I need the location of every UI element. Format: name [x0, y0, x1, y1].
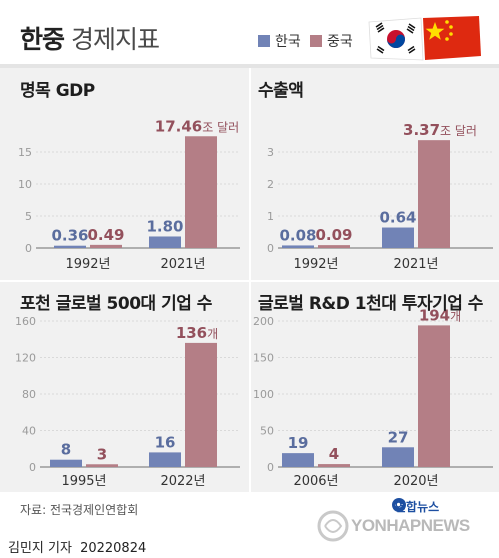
- bar-china: [90, 244, 122, 248]
- data-label-unit: 조 달러: [202, 120, 239, 134]
- y-tick-label: 3: [267, 146, 274, 159]
- data-label: 136개: [176, 324, 218, 342]
- chart-panel-gdp: 0 5 10 15 0.36 0.49 1992년 1.80 17.46조 달러 2021년 명목…: [0, 68, 249, 281]
- y-tick-label: 50: [260, 425, 274, 438]
- data-label: 0.36: [51, 227, 88, 245]
- x-tick-label: 2021년: [393, 257, 438, 272]
- data-label: 3.37조 달러: [403, 121, 477, 139]
- title-bold: 한중: [20, 25, 65, 54]
- y-tick-label: 0: [29, 461, 36, 474]
- bar-korea: [149, 452, 181, 467]
- bar-china: [418, 140, 450, 248]
- legend-label-china: 중국: [327, 34, 353, 50]
- chart-title-rnd: 글로벌 R&D 1천대 투자기업 수: [258, 294, 483, 314]
- page-title: 한중 경제지표: [20, 20, 160, 56]
- data-label: 19: [288, 434, 309, 452]
- bar-china: [185, 136, 217, 248]
- china-flag-icon: [423, 16, 481, 60]
- korea-flag-icon: [368, 17, 424, 61]
- chart-title-fortune500: 포천 글로벌 500대 기업 수: [20, 294, 212, 314]
- data-label: 1.80: [146, 217, 183, 235]
- bar-korea: [382, 447, 414, 467]
- data-label: 8: [61, 441, 71, 459]
- bar-korea: [282, 453, 314, 467]
- header: 한중 경제지표 한국 중국: [0, 0, 499, 68]
- chart-panel-fortune500: 0 40 80 120 160 8 3 1995년 16 136개 2022년 포천 글로벌 500…: [0, 281, 249, 492]
- y-tick-label: 0: [267, 461, 274, 474]
- data-label: 3: [97, 445, 107, 463]
- bar-china: [418, 325, 450, 467]
- data-label: 0.49: [87, 226, 124, 244]
- data-label-unit: 개: [207, 327, 218, 341]
- bar-china: [185, 342, 217, 467]
- bar-korea: [54, 245, 86, 248]
- yonhap-logo-icon: [317, 498, 406, 542]
- bar-china: [318, 464, 350, 467]
- logo-wordmark-text: YONHAPNEWS: [351, 516, 470, 535]
- chart-panel-exports: 0 1 2 3 0.08 0.09 1992년 0.64 3.37조 달러 2021년 수출액: [250, 68, 499, 281]
- x-tick-label: 1992년: [293, 257, 338, 272]
- data-label: 27: [388, 428, 409, 446]
- x-tick-label: 2022년: [160, 474, 205, 489]
- y-tick-label: 200: [253, 315, 274, 328]
- bar-korea: [50, 459, 82, 467]
- data-label-unit: 조 달러: [440, 124, 477, 138]
- bar-china: [86, 464, 118, 467]
- y-tick-label: 0: [25, 242, 32, 255]
- y-tick-label: 2: [267, 178, 274, 191]
- legend-item-china: 중국: [310, 31, 353, 51]
- bar-china: [318, 245, 350, 248]
- author-name: 김민지 기자: [8, 541, 72, 556]
- chart-title-gdp: 명목 GDP: [20, 81, 95, 101]
- chart-exports: 0 1 2 3 0.080.09 1992년 0.64 3.37조 달러 2021년: [267, 121, 493, 272]
- panel-divider-horizontal: [0, 280, 499, 282]
- y-tick-label: 100: [253, 388, 274, 401]
- x-tick-label: 1992년: [65, 257, 110, 272]
- x-tick-label: 2020년: [393, 474, 438, 489]
- legend-swatch-korea: [258, 35, 270, 47]
- x-tick-label: 1995년: [61, 474, 106, 489]
- bar-korea: [149, 236, 181, 248]
- bar-korea: [382, 227, 414, 248]
- data-label-unit: 개: [450, 309, 461, 323]
- y-tick-label: 0: [267, 242, 274, 255]
- data-label: 194개: [419, 306, 461, 324]
- data-label: 17.46조 달러: [155, 117, 239, 135]
- flags-image: [368, 16, 481, 61]
- y-tick-label: 150: [253, 352, 274, 365]
- y-tick-label: 1: [267, 210, 274, 223]
- chart-rnd: 0 50 100 150 200 19 4 2006년 27 194개 2020년: [253, 306, 493, 489]
- y-tick-label: 80: [22, 388, 36, 401]
- title-light: 경제지표: [70, 25, 160, 54]
- logo-brand-text: 연합뉴스: [395, 500, 440, 514]
- chart-title-exports: 수출액: [258, 81, 304, 101]
- data-label: 0.08: [279, 226, 316, 244]
- y-tick-label: 15: [18, 146, 32, 159]
- legend-item-korea: 한국: [258, 31, 301, 51]
- chart-fortune500: 0 40 80 120 160 8 3 1995년 16 136개 2022년: [15, 315, 240, 489]
- x-tick-label: 2021년: [160, 257, 205, 272]
- publish-date: 20220824: [80, 541, 147, 556]
- y-tick-label: 120: [15, 352, 36, 365]
- y-tick-label: 160: [15, 315, 36, 328]
- byline: 김민지 기자 20220824: [8, 537, 146, 556]
- chart-panel-rnd: 0 50 100 150 200 19 4 2006년 27 194개 2020년 글로벌 R&D …: [250, 281, 499, 492]
- legend-swatch-china: [310, 35, 322, 47]
- data-label: 0.64: [379, 209, 416, 227]
- y-tick-label: 10: [18, 178, 32, 191]
- data-label: 16: [155, 433, 176, 451]
- source-note: 자료: 전국경제인연합회: [20, 503, 139, 517]
- bar-korea: [282, 245, 314, 248]
- data-label: 4: [329, 445, 339, 463]
- y-tick-label: 40: [22, 425, 36, 438]
- data-label: 0.09: [315, 226, 352, 244]
- x-tick-label: 2006년: [293, 474, 338, 489]
- chart-gdp: 0 5 10 15 0.360.49 1992년 1.80 17.46조 달러 2021년: [18, 117, 240, 272]
- y-tick-label: 5: [25, 210, 32, 223]
- legend-label-korea: 한국: [275, 34, 301, 50]
